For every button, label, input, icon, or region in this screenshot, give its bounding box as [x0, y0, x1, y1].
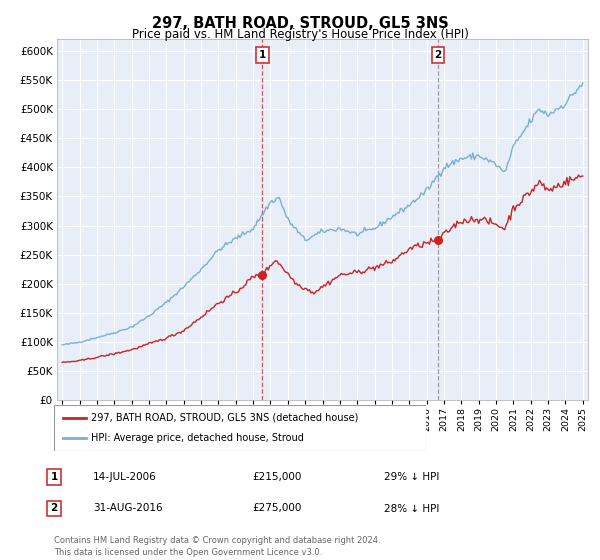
Text: 2: 2 [50, 503, 58, 514]
Text: 1: 1 [259, 50, 266, 60]
Text: Price paid vs. HM Land Registry's House Price Index (HPI): Price paid vs. HM Land Registry's House … [131, 28, 469, 41]
Text: 297, BATH ROAD, STROUD, GL5 3NS: 297, BATH ROAD, STROUD, GL5 3NS [152, 16, 448, 31]
Text: 14-JUL-2006: 14-JUL-2006 [93, 472, 157, 482]
Text: 28% ↓ HPI: 28% ↓ HPI [384, 503, 439, 514]
Text: Contains HM Land Registry data © Crown copyright and database right 2024.
This d: Contains HM Land Registry data © Crown c… [54, 536, 380, 557]
Text: £275,000: £275,000 [252, 503, 301, 514]
Text: HPI: Average price, detached house, Stroud: HPI: Average price, detached house, Stro… [91, 433, 304, 443]
Text: 2: 2 [434, 50, 442, 60]
Text: £215,000: £215,000 [252, 472, 301, 482]
Text: 297, BATH ROAD, STROUD, GL5 3NS (detached house): 297, BATH ROAD, STROUD, GL5 3NS (detache… [91, 413, 359, 423]
Text: 31-AUG-2016: 31-AUG-2016 [93, 503, 163, 514]
Text: 1: 1 [50, 472, 58, 482]
Text: 29% ↓ HPI: 29% ↓ HPI [384, 472, 439, 482]
